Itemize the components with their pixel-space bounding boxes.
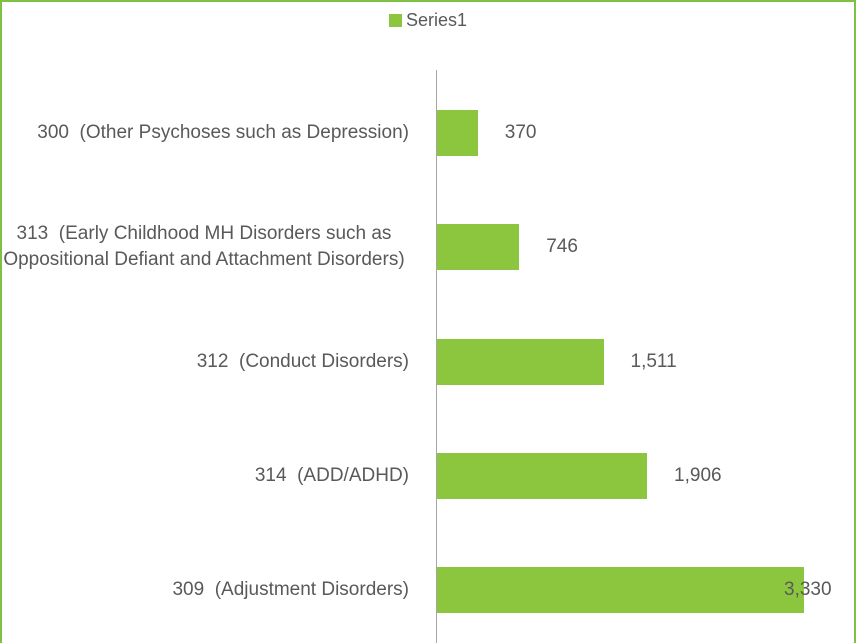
data-label: 746 xyxy=(546,236,578,258)
y-tick-label-text: 309 (Adjustment Disorders) xyxy=(172,579,409,601)
y-tick-label: 313 (Early Childhood MH Disorders such a… xyxy=(2,202,409,292)
y-tick-label-text: 312 (Conduct Disorders) xyxy=(196,350,409,372)
legend-swatch xyxy=(388,14,402,27)
y-tick-label: 314 (ADD/ADHD) xyxy=(2,431,409,521)
bar xyxy=(437,110,478,157)
bar xyxy=(437,567,804,614)
y-tick-label: 309 (Adjustment Disorders) xyxy=(2,545,409,635)
legend: Series1 xyxy=(2,10,854,31)
data-label: 1,511 xyxy=(630,350,677,372)
data-label: 3,330 xyxy=(784,579,832,601)
bar xyxy=(437,338,604,385)
y-tick-label: 312 (Conduct Disorders) xyxy=(2,317,409,407)
y-tick-label-text: 300 (Other Psychoses such as Depression) xyxy=(37,122,409,144)
bar xyxy=(437,224,520,271)
data-label: 1,906 xyxy=(674,465,722,487)
axis-line xyxy=(436,70,437,643)
y-tick-label-text: 314 (ADD/ADHD) xyxy=(254,465,409,487)
data-label: 370 xyxy=(504,122,537,144)
y-tick-label: 300 (Other Psychoses such as Depression) xyxy=(2,88,409,178)
y-tick-label-text: 313 (Early Childhood MH Disorders such a… xyxy=(3,223,405,271)
bar xyxy=(437,453,648,500)
legend-label: Series1 xyxy=(405,10,468,30)
